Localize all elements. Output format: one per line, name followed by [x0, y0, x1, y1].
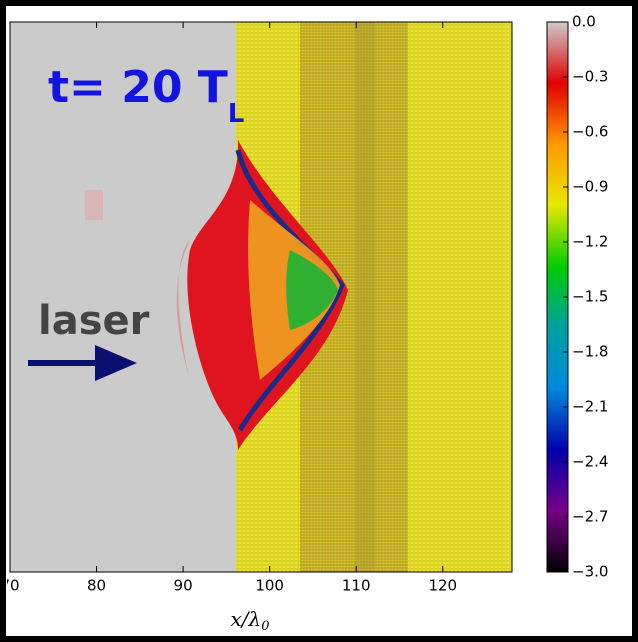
colorbar-tick-label: −0.3	[572, 68, 608, 86]
x-tick-label: 90	[174, 577, 193, 595]
field	[10, 22, 512, 572]
colorbar-tick-label: −3.0	[572, 563, 608, 581]
plot-frame	[9, 21, 513, 573]
colorbar-tick-label: 0.0	[572, 13, 596, 31]
x-tick-label: 100	[255, 577, 284, 595]
x-axis-label: x/λ0	[231, 607, 270, 634]
colorbar-tick-label: −1.8	[572, 343, 608, 361]
colorbar-tick-label: −2.7	[572, 508, 608, 526]
colorbar-tick-label: −0.6	[572, 123, 608, 141]
x-tick-label: 120	[428, 577, 457, 595]
colorbar-tick-label: −2.4	[572, 453, 608, 471]
laser-arrow	[28, 345, 137, 381]
x-tick-label: 110	[342, 577, 371, 595]
colorbar-tick-label: −2.1	[572, 398, 608, 416]
colorbar-tick-label: −0.9	[572, 178, 608, 196]
x-tick-label: 70	[0, 577, 19, 595]
x-tick-label: 80	[87, 577, 106, 595]
laser-label: laser	[38, 298, 150, 344]
colorbar-tick-label: −1.5	[572, 288, 608, 306]
time-label: t= 20 TL	[48, 62, 244, 129]
colorbar-tick-label: −1.2	[572, 233, 608, 251]
